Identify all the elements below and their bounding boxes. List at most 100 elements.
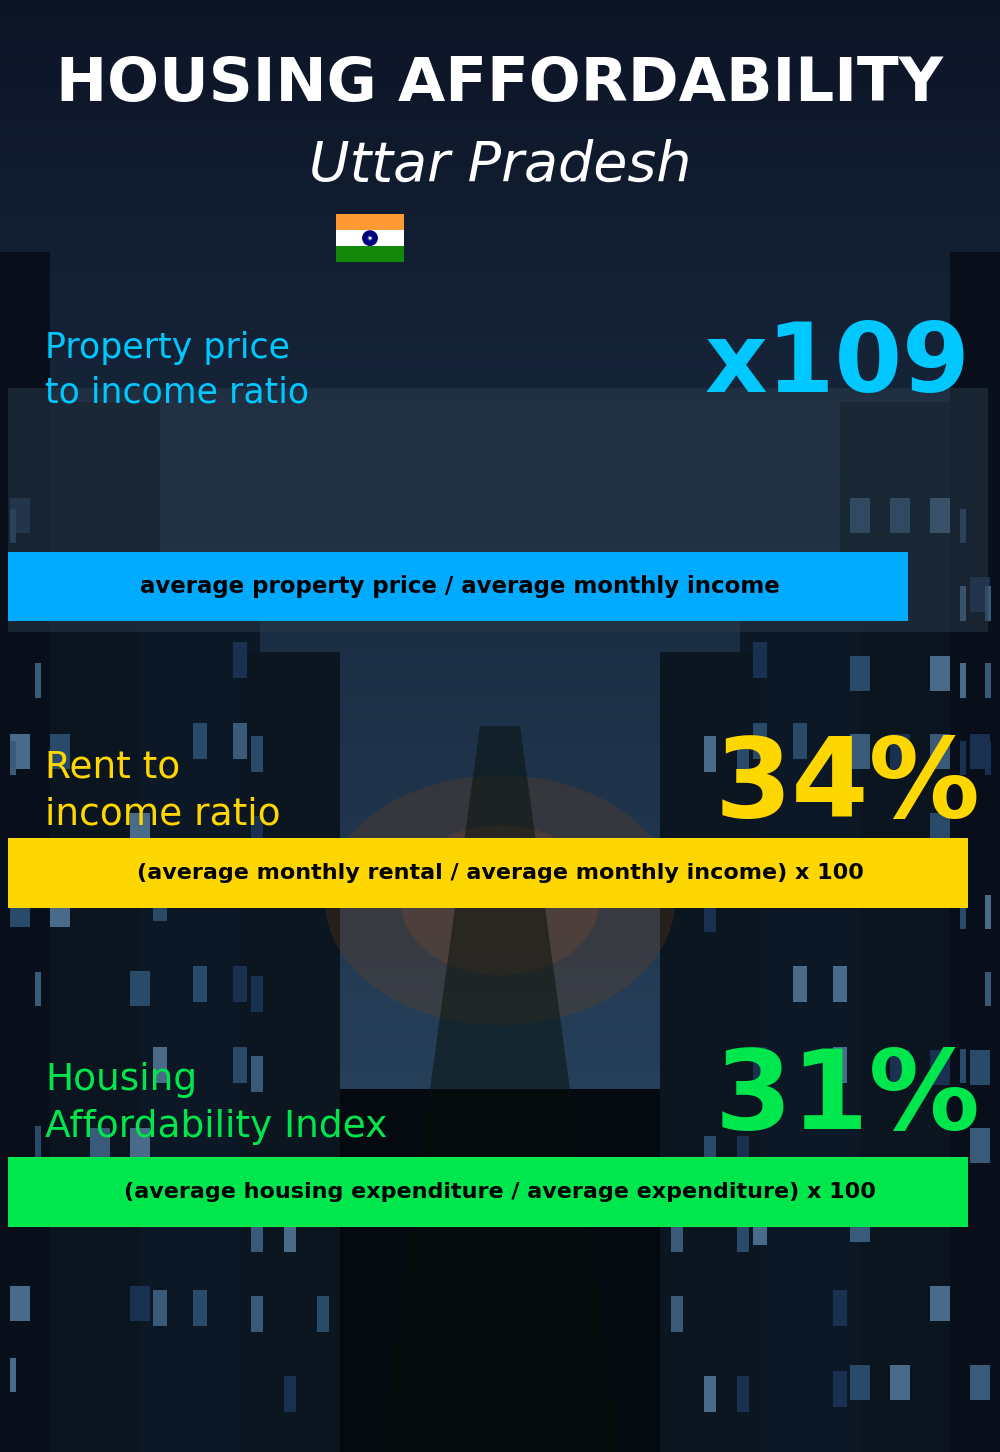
- Bar: [850, 498, 870, 533]
- Text: x109: x109: [704, 319, 970, 412]
- Bar: [833, 1047, 847, 1083]
- Text: (average housing expenditure / average expenditure) x 100: (average housing expenditure / average e…: [124, 1182, 876, 1202]
- Bar: [890, 498, 910, 533]
- Bar: [251, 1057, 263, 1092]
- Bar: [10, 510, 16, 543]
- Bar: [960, 741, 966, 775]
- Bar: [950, 253, 1000, 1452]
- Bar: [930, 498, 950, 533]
- Bar: [671, 1217, 683, 1252]
- Bar: [930, 813, 950, 848]
- FancyBboxPatch shape: [8, 1157, 968, 1227]
- Bar: [233, 966, 247, 1002]
- Bar: [930, 735, 950, 770]
- Text: average property price / average monthly income: average property price / average monthly…: [140, 575, 780, 598]
- Bar: [193, 1289, 207, 1326]
- Bar: [130, 813, 150, 848]
- Bar: [0, 402, 160, 1452]
- Bar: [10, 735, 30, 770]
- Bar: [34, 1127, 40, 1160]
- Bar: [153, 1289, 167, 1326]
- Bar: [850, 656, 870, 691]
- Bar: [193, 966, 207, 1002]
- Bar: [10, 1358, 16, 1392]
- Bar: [930, 1050, 950, 1085]
- Bar: [130, 1128, 150, 1163]
- Bar: [930, 656, 950, 691]
- Bar: [985, 664, 991, 698]
- Bar: [833, 966, 847, 1002]
- Text: Uttar Pradesh: Uttar Pradesh: [309, 139, 691, 192]
- Bar: [251, 736, 263, 772]
- Bar: [737, 1137, 749, 1172]
- Bar: [753, 1210, 767, 1244]
- Bar: [140, 552, 260, 1452]
- Ellipse shape: [400, 825, 600, 976]
- Bar: [10, 1286, 30, 1321]
- Bar: [985, 894, 991, 929]
- Bar: [793, 966, 807, 1002]
- Polygon shape: [380, 726, 620, 1452]
- Bar: [890, 1365, 910, 1400]
- Bar: [130, 576, 150, 611]
- Bar: [985, 971, 991, 1006]
- Bar: [833, 1371, 847, 1407]
- Text: Property price
to income ratio: Property price to income ratio: [45, 331, 309, 409]
- Bar: [130, 971, 150, 1006]
- FancyBboxPatch shape: [8, 838, 968, 908]
- Bar: [10, 741, 16, 775]
- Bar: [240, 652, 340, 1452]
- Bar: [833, 1289, 847, 1326]
- Bar: [50, 735, 70, 770]
- Bar: [130, 1286, 150, 1321]
- Bar: [0, 1089, 1000, 1452]
- Bar: [753, 723, 767, 759]
- Bar: [985, 741, 991, 775]
- Bar: [233, 1047, 247, 1083]
- Bar: [233, 723, 247, 759]
- Ellipse shape: [325, 775, 675, 1025]
- Bar: [960, 587, 966, 620]
- Circle shape: [368, 237, 372, 240]
- Bar: [704, 896, 716, 932]
- Text: Housing
Affordability Index: Housing Affordability Index: [45, 1061, 387, 1146]
- Bar: [336, 213, 404, 229]
- FancyBboxPatch shape: [8, 552, 908, 621]
- Text: Rent to
income ratio: Rent to income ratio: [45, 749, 281, 833]
- Bar: [737, 1217, 749, 1252]
- Bar: [960, 664, 966, 698]
- Bar: [740, 552, 860, 1452]
- Circle shape: [363, 231, 377, 245]
- Bar: [793, 723, 807, 759]
- Bar: [704, 1137, 716, 1172]
- Bar: [970, 735, 990, 770]
- Bar: [890, 1050, 910, 1085]
- Bar: [970, 1365, 990, 1400]
- Bar: [960, 1050, 966, 1083]
- Bar: [34, 664, 40, 698]
- Bar: [193, 723, 207, 759]
- Bar: [34, 971, 40, 1006]
- Bar: [50, 892, 70, 926]
- Bar: [284, 1217, 296, 1252]
- Bar: [970, 1128, 990, 1163]
- Bar: [90, 576, 110, 611]
- Bar: [970, 576, 990, 611]
- Bar: [737, 736, 749, 772]
- Bar: [233, 642, 247, 678]
- Text: 31%: 31%: [714, 1045, 980, 1151]
- Bar: [753, 642, 767, 678]
- Bar: [284, 1376, 296, 1411]
- Bar: [251, 1297, 263, 1331]
- Bar: [0, 253, 50, 1452]
- Bar: [930, 1286, 950, 1321]
- Bar: [251, 816, 263, 852]
- Bar: [704, 736, 716, 772]
- Bar: [960, 894, 966, 929]
- Bar: [317, 1297, 329, 1331]
- Bar: [704, 1376, 716, 1411]
- Bar: [251, 1217, 263, 1252]
- Bar: [660, 652, 760, 1452]
- FancyBboxPatch shape: [8, 388, 988, 632]
- Bar: [753, 1047, 767, 1083]
